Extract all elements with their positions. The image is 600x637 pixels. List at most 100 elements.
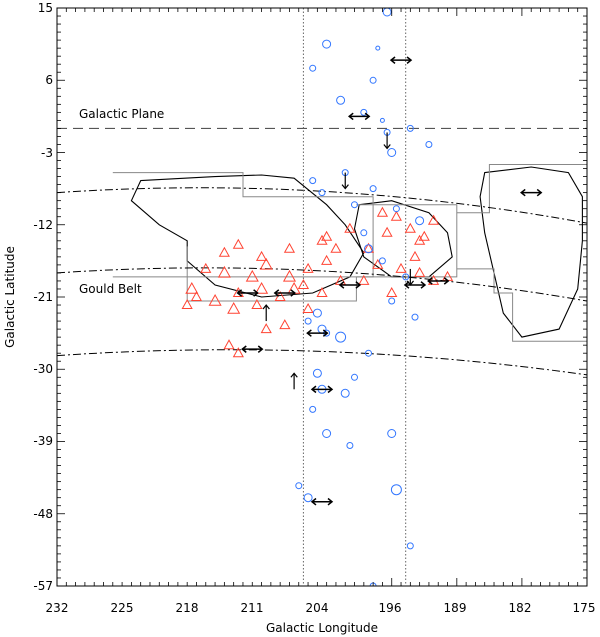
circle-marker [411,313,419,321]
triangle-marker [260,323,272,334]
circle-marker [378,257,386,265]
circle-marker [309,64,317,72]
arrow-head [420,281,427,289]
circle-marker [379,117,385,123]
arrow-head [406,280,415,286]
x-axis-title: Galactic Longitude [266,621,378,635]
arrow-head [253,289,259,297]
arrow-head [257,345,264,353]
triangle-marker [390,210,402,221]
circle-marker [322,39,332,49]
triangle-marker [321,230,333,241]
circle-marker [369,185,377,193]
triangle-marker [427,214,440,225]
arrow-head [427,277,433,285]
circle-marker [322,429,332,438]
y-tick-label: -12 [33,218,53,232]
survey-boundary [456,268,587,342]
triangle-marker [190,290,203,301]
arrow-head [406,56,413,64]
circle-marker [425,141,433,148]
triangle-marker [283,242,296,253]
circle-marker [406,542,414,550]
triangle-marker [297,278,310,289]
triangle-marker [344,222,356,233]
triangle-marker [441,270,454,281]
survey-boundary [186,246,357,302]
circle-marker [364,244,373,254]
circle-marker [351,373,358,381]
arrow-head [443,277,450,285]
cloud-contour [353,200,453,278]
arrow-head [520,188,526,197]
circle-marker [388,297,396,305]
triangle-marker [227,301,241,314]
triangle-marker [386,286,398,297]
circle-marker [387,148,397,157]
y-tick-label: -30 [33,362,53,376]
y-tick-label: -57 [33,579,53,593]
triangle-marker [427,274,440,285]
x-tick-label: 204 [306,601,329,615]
triangle-marker [282,269,297,282]
triangle-marker [381,226,393,237]
arrow-head [290,372,298,378]
triangle-marker [181,298,193,309]
triangle-marker [316,286,328,297]
circle-marker [365,349,372,357]
triangle-marker [200,262,212,273]
triangle-marker [255,281,269,294]
arrow-head [262,304,270,310]
triangle-marker [418,230,430,241]
circle-marker [346,442,354,449]
circle-marker [336,95,346,105]
x-tick-label: 211 [241,601,264,615]
y-axis-title: Galactic Latitude [3,246,17,348]
y-tick-label: -3 [41,146,53,160]
circle-marker [415,216,425,226]
arrow-head [310,385,317,394]
triangle-marker [395,262,407,273]
circle-marker [335,331,347,343]
triangle-marker [414,234,426,245]
triangle-marker [255,250,268,261]
triangle-marker [414,266,426,277]
survey-boundary [356,204,458,278]
arrow-head [389,56,396,64]
triangle-marker [185,281,199,294]
cloud-contour [479,166,583,338]
triangle-marker [259,257,273,270]
arrow-head [241,345,247,353]
arrow-head [536,188,543,197]
x-tick-label: 225 [111,601,134,615]
circle-marker [312,308,322,318]
triangle-marker [376,206,389,217]
galactic-plane-label: Galactic Plane [79,107,164,121]
arrow-head [355,281,362,289]
x-tick-label: 175 [573,601,596,615]
circle-marker [351,201,358,209]
arrow-head [310,497,317,506]
triangle-marker [251,298,263,309]
triangle-marker [245,269,259,282]
triangle-marker [217,265,231,278]
x-tick-label: 232 [46,601,69,615]
circle-marker [303,493,313,503]
arrow-head [273,289,280,297]
triangle-marker [358,274,370,285]
triangle-marker [330,242,342,253]
x-tick-label: 189 [444,601,467,615]
x-tick-labels: 232 225 218 211 204 196 189 182 175 [46,601,596,615]
circle-marker [318,189,326,197]
triangle-marker [404,222,416,233]
circle-marker [360,229,368,237]
arrow-head [327,385,334,394]
arrow-head [347,112,354,121]
y-tick-label: 15 [38,1,53,15]
triangle-marker [232,238,244,249]
y-tick-label: -21 [33,290,53,304]
circle-marker [309,177,317,185]
triangle-marker [218,246,230,257]
x-tick-label: 218 [176,601,199,615]
survey-boundary [456,164,587,214]
